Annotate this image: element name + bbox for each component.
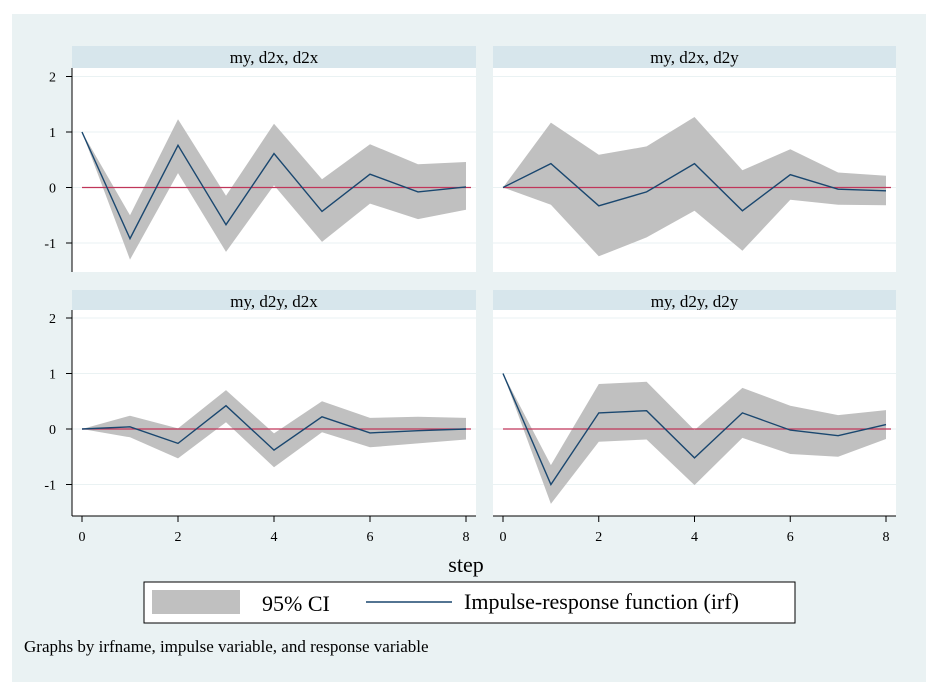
graph-note: Graphs by irfname, impulse variable, and… <box>24 637 429 656</box>
irf-line <box>81 404 467 451</box>
y-tick-label: 2 <box>49 312 56 327</box>
y-tick-label: -1 <box>44 479 56 494</box>
y-tick-label: 1 <box>49 368 56 383</box>
y-tick-label: 0 <box>49 182 56 197</box>
panel-strip <box>493 46 896 68</box>
x-tick-label: 8 <box>463 530 470 545</box>
panel-strip <box>72 46 476 68</box>
x-tick-label: 4 <box>691 530 698 545</box>
legend-ci-swatch <box>152 590 240 614</box>
x-tick-label: 6 <box>367 530 374 545</box>
x-axis-title: step <box>448 552 483 577</box>
x-tick-label: 2 <box>175 530 182 545</box>
panel-title: my, d2x, d2x <box>230 48 319 67</box>
legend-irf-label: Impulse-response function (irf) <box>464 589 739 614</box>
panel-title: my, d2y, d2x <box>230 292 318 311</box>
x-tick-label: 6 <box>787 530 794 545</box>
x-tick-label: 8 <box>883 530 890 545</box>
plot-area <box>72 310 476 516</box>
y-tick-label: 2 <box>49 71 56 86</box>
ci-band <box>503 373 886 504</box>
x-tick-label: 0 <box>79 530 86 545</box>
panel-title: my, d2y, d2y <box>651 292 739 311</box>
y-tick-label: -1 <box>44 237 56 252</box>
legend-box <box>143 581 796 624</box>
panel-strip <box>493 290 896 310</box>
irf-line <box>502 373 887 486</box>
x-tick-label: 2 <box>595 530 602 545</box>
legend-ci-label: 95% CI <box>262 591 330 616</box>
y-tick-label: 0 <box>49 423 56 438</box>
y-tick-label: 1 <box>49 126 56 141</box>
ci-band <box>503 117 886 257</box>
panel-strip <box>72 290 476 310</box>
x-tick-label: 4 <box>271 530 278 545</box>
ci-band <box>82 119 466 260</box>
panel-title: my, d2x, d2y <box>650 48 739 67</box>
x-tick-label: 0 <box>500 530 507 545</box>
irf-line <box>81 131 467 241</box>
irf-line <box>502 162 887 212</box>
ci-band <box>82 390 466 468</box>
